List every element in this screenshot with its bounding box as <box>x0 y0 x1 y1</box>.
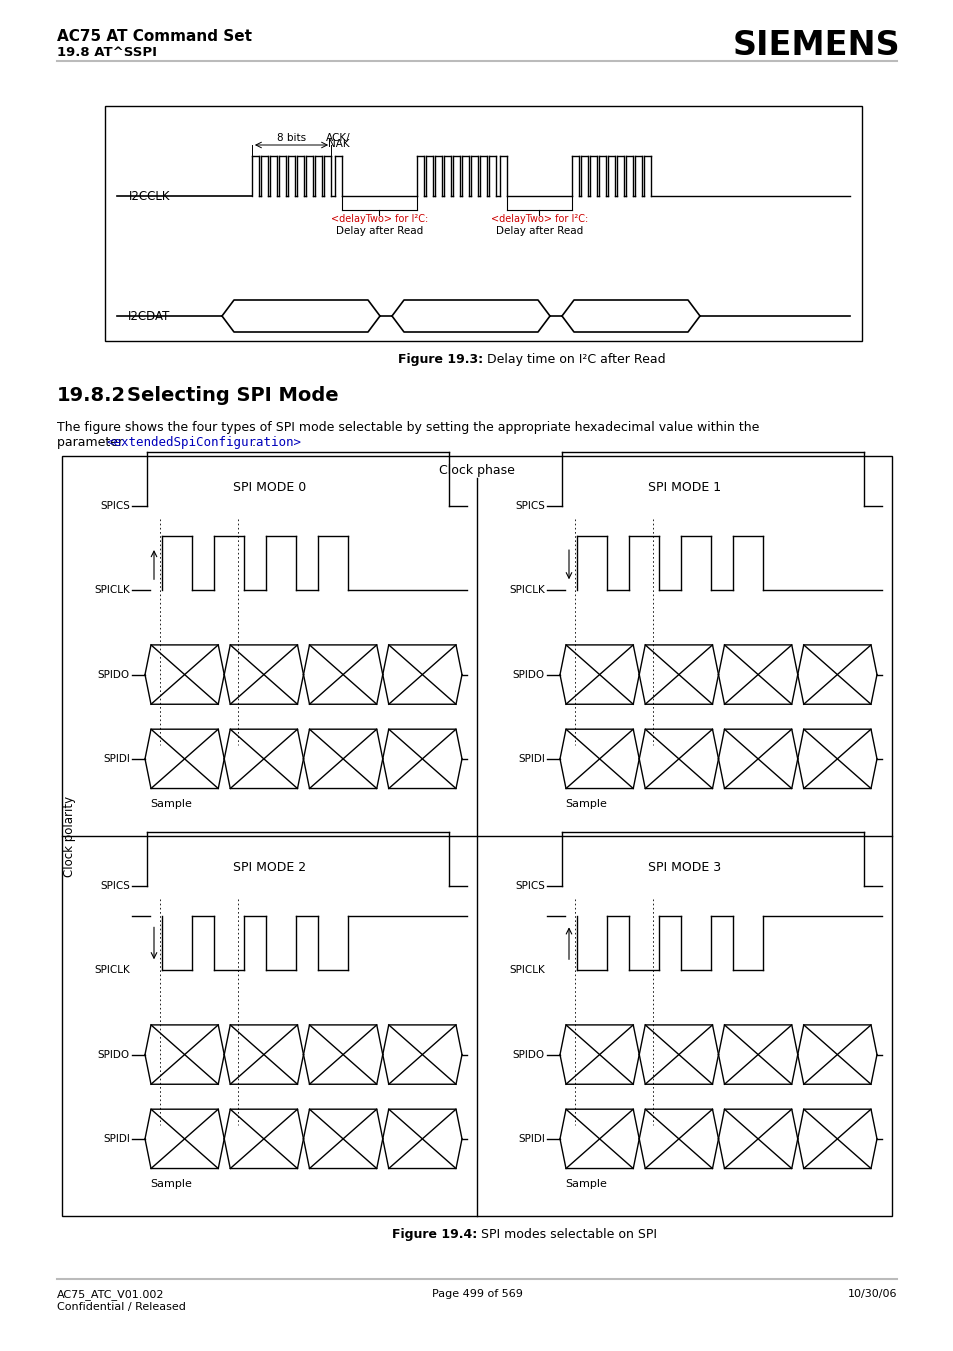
Text: I2CDAT: I2CDAT <box>128 309 170 323</box>
Text: Sample: Sample <box>564 800 606 809</box>
Text: SPIDI: SPIDI <box>517 754 544 763</box>
Text: I2CCLK: I2CCLK <box>129 189 170 203</box>
Text: SPI MODE 0: SPI MODE 0 <box>233 481 306 494</box>
Text: <extendedSpiConfiguration>: <extendedSpiConfiguration> <box>107 436 302 449</box>
Text: SPI MODE 2: SPI MODE 2 <box>233 861 306 874</box>
Text: SPIDI: SPIDI <box>103 754 130 763</box>
Text: Page 499 of 569: Page 499 of 569 <box>431 1289 522 1300</box>
Text: SPICS: SPICS <box>100 501 130 511</box>
Text: <delayTwo> for I²C:: <delayTwo> for I²C: <box>491 213 587 224</box>
Text: .: . <box>251 436 255 449</box>
Text: NAK: NAK <box>327 139 349 149</box>
Text: SPIDO: SPIDO <box>513 1050 544 1059</box>
Text: Figure 19.3:: Figure 19.3: <box>398 353 483 366</box>
Text: SPICLK: SPICLK <box>94 585 130 596</box>
Text: SPIDO: SPIDO <box>98 1050 130 1059</box>
Text: SPICLK: SPICLK <box>509 585 544 596</box>
Text: Delay after Read: Delay after Read <box>496 226 582 236</box>
Text: Clock phase: Clock phase <box>438 463 515 477</box>
Text: Delay time on I²C after Read: Delay time on I²C after Read <box>483 353 665 366</box>
Text: Selecting SPI Mode: Selecting SPI Mode <box>127 386 338 405</box>
Text: 19.8.2: 19.8.2 <box>57 386 126 405</box>
Text: AC75 AT Command Set: AC75 AT Command Set <box>57 28 252 45</box>
Text: Figure 19.4:: Figure 19.4: <box>392 1228 476 1242</box>
Text: Sample: Sample <box>150 1179 192 1189</box>
Text: 8 bits: 8 bits <box>276 132 306 143</box>
Text: SPI MODE 3: SPI MODE 3 <box>647 861 720 874</box>
Text: SPIDI: SPIDI <box>517 1133 544 1144</box>
Text: AC75_ATC_V01.002: AC75_ATC_V01.002 <box>57 1289 164 1300</box>
Text: SPICS: SPICS <box>100 881 130 892</box>
Bar <box>62 457 891 1216</box>
Text: The figure shows the four types of SPI mode selectable by setting the appropriat: The figure shows the four types of SPI m… <box>57 422 759 434</box>
Text: Sample: Sample <box>564 1179 606 1189</box>
Text: SPICLK: SPICLK <box>509 965 544 975</box>
Text: 10/30/06: 10/30/06 <box>846 1289 896 1300</box>
Text: SPIDO: SPIDO <box>513 670 544 680</box>
Text: 19.8 AT^SSPI: 19.8 AT^SSPI <box>57 46 157 59</box>
Text: SPICS: SPICS <box>515 501 544 511</box>
Text: SPICS: SPICS <box>515 881 544 892</box>
Text: SIEMENS: SIEMENS <box>732 28 899 62</box>
Text: SPIDO: SPIDO <box>98 670 130 680</box>
Text: Confidential / Released: Confidential / Released <box>57 1302 186 1312</box>
Text: SPI modes selectable on SPI: SPI modes selectable on SPI <box>476 1228 657 1242</box>
Text: SPI MODE 1: SPI MODE 1 <box>647 481 720 494</box>
Text: SPICLK: SPICLK <box>94 965 130 975</box>
Text: Delay after Read: Delay after Read <box>335 226 423 236</box>
Text: <delayTwo> for I²C:: <delayTwo> for I²C: <box>331 213 428 224</box>
Text: Clock polarity: Clock polarity <box>64 796 76 877</box>
Bar <box>105 105 862 340</box>
Text: parameter: parameter <box>57 436 127 449</box>
Text: ACK/: ACK/ <box>326 132 351 143</box>
Text: SPIDI: SPIDI <box>103 1133 130 1144</box>
Text: Sample: Sample <box>150 800 192 809</box>
